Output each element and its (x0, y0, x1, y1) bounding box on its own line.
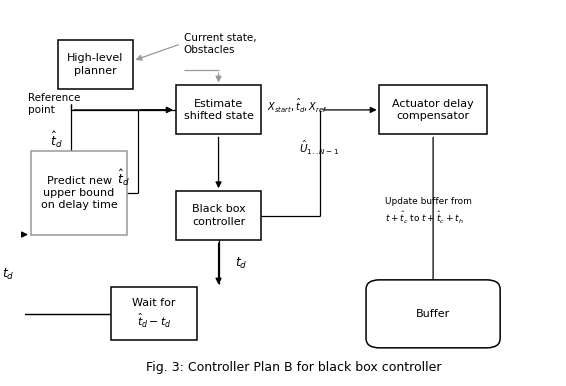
FancyBboxPatch shape (379, 85, 487, 134)
Text: High-level
planner: High-level planner (67, 53, 123, 76)
FancyBboxPatch shape (366, 280, 500, 348)
Text: Fig. 3: Controller Plan B for black box controller: Fig. 3: Controller Plan B for black box … (146, 361, 441, 374)
Text: $\hat{t}_d$: $\hat{t}_d$ (50, 130, 63, 150)
Text: Wait for
$\hat{t}_d - t_d$: Wait for $\hat{t}_d - t_d$ (132, 298, 176, 330)
FancyBboxPatch shape (112, 288, 197, 340)
Text: Reference
point: Reference point (28, 93, 80, 115)
Text: Actuator delay
compensator: Actuator delay compensator (392, 99, 474, 121)
Text: $t_d$: $t_d$ (235, 256, 247, 271)
FancyBboxPatch shape (31, 151, 127, 235)
FancyBboxPatch shape (175, 85, 261, 134)
Text: Update buffer from
$t+\hat{t}_c$ to $t+\hat{t}_c+t_h$: Update buffer from $t+\hat{t}_c$ to $t+\… (385, 197, 471, 226)
Text: $t_d$: $t_d$ (2, 267, 15, 282)
FancyBboxPatch shape (58, 40, 132, 89)
FancyBboxPatch shape (175, 191, 261, 240)
Text: $\hat{t}_d$: $\hat{t}_d$ (117, 168, 130, 188)
Text: $\hat{U}_{1..N-1}$: $\hat{U}_{1..N-1}$ (299, 139, 339, 157)
Text: Black box
controller: Black box controller (192, 205, 246, 227)
Text: Current state,
Obstacles: Current state, Obstacles (184, 33, 256, 55)
Text: $X_{start}, \hat{t}_d, X_{ref}$: $X_{start}, \hat{t}_d, X_{ref}$ (267, 97, 328, 115)
Text: Predict new
upper bound
on delay time: Predict new upper bound on delay time (41, 176, 118, 210)
Text: Estimate
shifted state: Estimate shifted state (183, 99, 254, 121)
Text: Buffer: Buffer (416, 309, 450, 319)
